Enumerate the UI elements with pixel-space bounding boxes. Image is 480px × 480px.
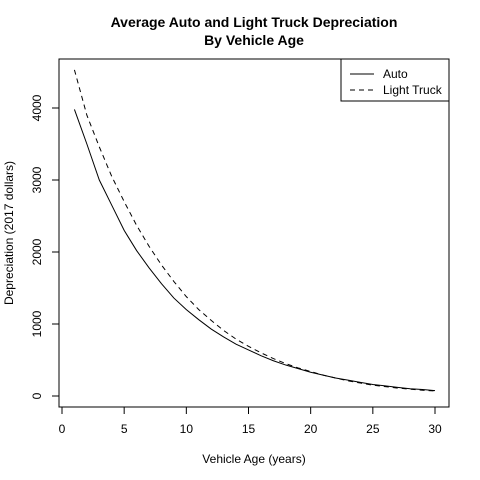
legend-label-auto: Auto — [383, 67, 408, 81]
x-tick-label: 0 — [59, 422, 66, 436]
x-tick-label: 5 — [121, 422, 128, 436]
x-tick-label: 20 — [304, 422, 318, 436]
x-tick-label: 15 — [242, 422, 256, 436]
chart-title: Average Auto and Light Truck Depreciatio… — [111, 14, 398, 30]
y-axis: 0 1000 2000 3000 4000 — [30, 94, 60, 399]
chart-subtitle: By Vehicle Age — [204, 32, 304, 48]
y-tick-label: 2000 — [30, 238, 44, 265]
x-axis: 0 5 10 15 20 25 30 — [59, 406, 442, 436]
series-line-auto — [73, 109, 436, 392]
series-group — [73, 69, 436, 392]
x-tick-label: 30 — [428, 422, 442, 436]
y-tick-label: 3000 — [30, 166, 44, 193]
y-axis-label: Depreciation (2017 dollars) — [2, 161, 16, 305]
y-tick-label: 4000 — [30, 94, 44, 121]
legend-box — [340, 58, 450, 102]
legend-label-light-truck: Light Truck — [383, 83, 443, 97]
x-tick-label: 25 — [366, 422, 380, 436]
series-line-light-truck — [73, 69, 436, 392]
x-axis-label: Vehicle Age (years) — [202, 452, 305, 466]
legend: Auto Light Truck — [340, 58, 450, 102]
y-tick-label: 1000 — [30, 310, 44, 337]
y-tick-label: 0 — [30, 392, 44, 399]
x-tick-label: 10 — [180, 422, 194, 436]
plot-area-frame — [58, 58, 450, 408]
